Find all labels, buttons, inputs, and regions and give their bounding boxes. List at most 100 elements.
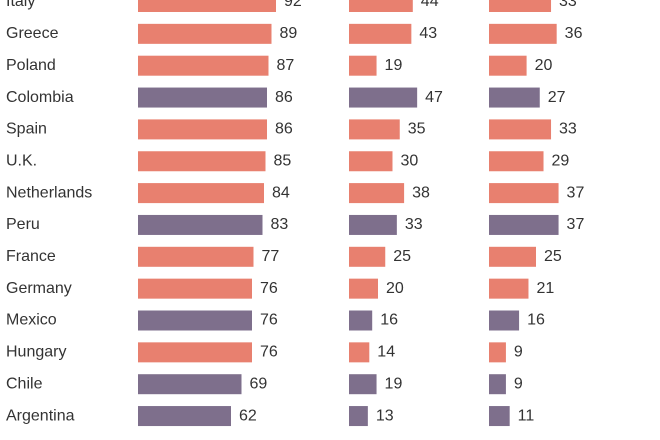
- category-label: France: [6, 248, 56, 265]
- value-label: 89: [280, 25, 298, 42]
- value-label: 76: [260, 312, 278, 329]
- bar: [138, 246, 254, 267]
- bar: [138, 406, 231, 427]
- value-label: 76: [260, 344, 278, 361]
- value-label: 25: [544, 248, 562, 265]
- bar: [489, 87, 540, 108]
- bar: [489, 183, 559, 204]
- category-label: Mexico: [6, 312, 57, 329]
- value-label: 29: [552, 152, 570, 169]
- value-label: 92: [284, 0, 302, 10]
- bar: [489, 406, 510, 427]
- bar: [349, 214, 397, 235]
- value-label: 37: [567, 184, 585, 201]
- value-label: 30: [401, 152, 419, 169]
- value-label: 44: [421, 0, 439, 10]
- value-label: 13: [376, 407, 394, 424]
- bar: [489, 23, 557, 44]
- category-label: Argentina: [6, 407, 75, 424]
- bar: [349, 183, 405, 204]
- value-label: 19: [385, 57, 403, 74]
- value-label: 21: [536, 280, 554, 297]
- value-label: 87: [277, 57, 295, 74]
- bar: [349, 0, 413, 12]
- value-label: 9: [514, 344, 523, 361]
- bar: [349, 278, 378, 299]
- category-label: Poland: [6, 57, 56, 74]
- bar: [489, 342, 506, 363]
- bar: [349, 374, 377, 395]
- value-label: 35: [408, 121, 426, 138]
- bar: [138, 55, 269, 76]
- category-label: U.K.: [6, 152, 37, 169]
- category-label: Peru: [6, 216, 40, 233]
- bar: [349, 55, 377, 76]
- category-label: Italy: [6, 0, 35, 10]
- bar: [349, 310, 373, 331]
- bar: [349, 151, 393, 172]
- bar: [138, 87, 267, 108]
- bar: [349, 23, 412, 44]
- value-label: 33: [405, 216, 423, 233]
- value-label: 33: [559, 0, 577, 10]
- category-label: Greece: [6, 25, 59, 42]
- value-label: 20: [386, 280, 404, 297]
- value-label: 76: [260, 280, 278, 297]
- bar: [489, 278, 529, 299]
- category-label: Netherlands: [6, 184, 92, 201]
- bar: [349, 246, 386, 267]
- value-label: 47: [425, 89, 443, 106]
- bar: [138, 374, 242, 395]
- bar: [489, 0, 552, 12]
- bar: [489, 119, 552, 140]
- value-label: 19: [385, 375, 403, 392]
- bar: [489, 374, 506, 395]
- value-label: 9: [514, 375, 523, 392]
- bar: [489, 246, 536, 267]
- value-label: 86: [275, 121, 293, 138]
- bar: [138, 0, 276, 12]
- bar: [489, 310, 520, 331]
- value-label: 36: [565, 25, 583, 42]
- value-label: 77: [262, 248, 280, 265]
- value-label: 86: [275, 89, 293, 106]
- category-label: Spain: [6, 121, 47, 138]
- bar: [349, 342, 370, 363]
- value-label: 43: [419, 25, 437, 42]
- value-label: 85: [274, 152, 292, 169]
- category-label: Hungary: [6, 344, 66, 361]
- value-label: 62: [239, 407, 257, 424]
- value-label: 27: [548, 89, 566, 106]
- bar: [138, 214, 263, 235]
- value-label: 33: [559, 121, 577, 138]
- value-label: 16: [380, 312, 398, 329]
- value-label: 11: [518, 407, 535, 424]
- bar: [138, 342, 252, 363]
- value-label: 38: [412, 184, 430, 201]
- bar: [138, 278, 252, 299]
- value-label: 16: [527, 312, 545, 329]
- bar: [138, 310, 252, 331]
- bar: [489, 214, 559, 235]
- category-label: Germany: [6, 280, 72, 297]
- value-label: 25: [393, 248, 411, 265]
- bar: [138, 183, 264, 204]
- value-label: 20: [535, 57, 553, 74]
- value-label: 84: [272, 184, 290, 201]
- bar: [489, 55, 527, 76]
- value-label: 14: [377, 344, 395, 361]
- bar: [349, 87, 418, 108]
- bar: [489, 151, 544, 172]
- bar: [138, 119, 267, 140]
- value-label: 37: [567, 216, 585, 233]
- category-label: Colombia: [6, 89, 74, 106]
- value-label: 83: [271, 216, 289, 233]
- bar: [138, 151, 266, 172]
- category-label: Chile: [6, 375, 43, 392]
- value-label: 69: [250, 375, 268, 392]
- bar: [349, 406, 368, 427]
- bar: [138, 23, 272, 44]
- bar: [349, 119, 400, 140]
